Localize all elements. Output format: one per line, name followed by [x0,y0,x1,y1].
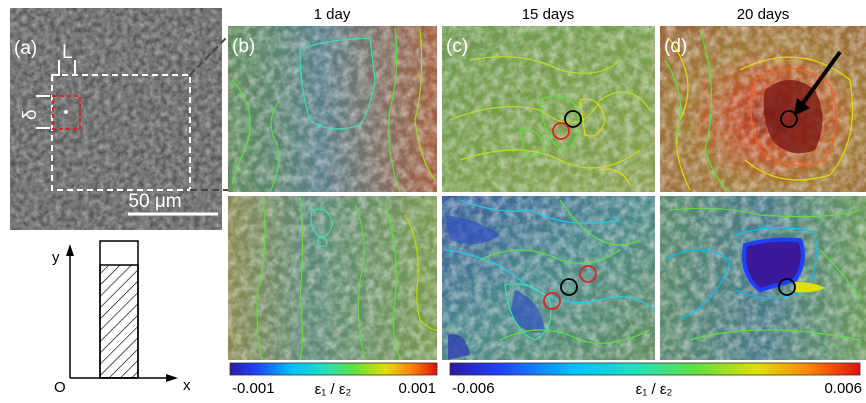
panel-label: (c) [446,36,468,57]
axis-arrow [66,244,74,256]
colorbar-scale [230,363,437,375]
scale-bar-label: 50 μm [128,191,181,212]
axes-diagram: y x O [52,241,191,396]
origin-label: O [54,379,66,396]
colorbar-label: ε₁ / ε₂ [315,381,352,398]
panel-label: (a) [14,38,37,59]
map-texture [442,26,655,192]
column-title: 15 days [522,6,575,23]
colorbar-scale [450,363,860,375]
column-title: 20 days [737,6,790,23]
x-axis-label: x [183,377,191,394]
colorbar-max: 0.001 [398,380,436,397]
column-title: 1 day [314,6,351,23]
colorbar-label: ε₁ / ε₂ [636,381,673,398]
axis-arrow [166,374,178,382]
length-label: L [62,42,73,63]
colorbar-max: 0.006 [824,380,862,397]
map-texture [228,26,437,192]
map-texture [660,26,866,192]
gauge-point [64,110,68,114]
colorbar: -0.001 ε₁ / ε₂ 0.001 [230,363,437,398]
map-texture [228,196,437,360]
figure: (a) L δ 50 μm 1 day 15 days 20 days (b) … [0,0,866,403]
panel-d: (d) [660,26,866,360]
panel-label: (b) [232,36,255,57]
width-label: δ [20,109,41,120]
map-texture [442,196,655,360]
colorbar: -0.006 ε₁ / ε₂ 0.006 [450,363,862,398]
colorbar-min: -0.006 [452,380,495,397]
panel-b: (b) [228,26,437,360]
specimen-hatched [100,265,138,378]
panel-c: (c) [442,26,655,360]
y-axis-label: y [52,249,60,266]
panel-label: (d) [664,36,687,57]
panel-a: (a) L δ 50 μm [10,8,228,230]
colorbar-min: -0.001 [232,380,275,397]
